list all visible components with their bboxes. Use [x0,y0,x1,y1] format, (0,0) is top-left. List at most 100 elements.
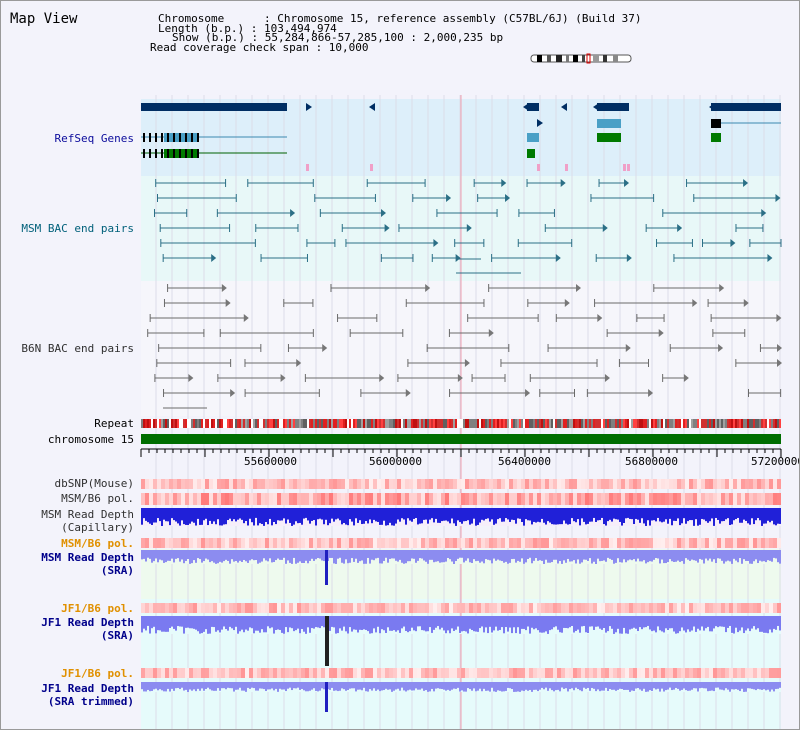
polymorphism-cell [173,479,177,489]
depth-bar [301,550,303,563]
depth-bar [167,616,169,632]
polymorphism-cell [321,603,325,613]
depth-bar [589,550,591,559]
depth-bar [759,508,761,521]
repeat-segment [463,419,465,428]
depth-bar [415,508,417,518]
repeat-segment [207,419,209,428]
depth-bar [143,508,145,519]
polymorphism-cell [225,479,229,489]
depth-bar [635,550,637,562]
depth-bar [773,550,775,558]
depth-bar [381,508,383,525]
polymorphism-cell [713,668,717,678]
polymorphism-cell [605,493,609,505]
depth-bar [669,508,671,519]
polymorphism-cell [629,668,633,678]
depth-bar [517,616,519,628]
polymorphism-cell [681,668,685,678]
polymorphism-cell [237,668,241,678]
depth-bar [353,550,355,562]
depth-bar [671,508,673,526]
depth-bar [419,616,421,627]
polymorphism-cell [461,668,465,678]
depth-bar [613,508,615,519]
polymorphism-cell [373,668,377,678]
polymorphism-cell [157,479,161,489]
repeat-segment [735,419,737,428]
depth-bar [679,508,681,526]
repeat-segment [433,419,435,428]
bac-end-arrow [626,254,632,262]
polymorphism-cell [613,668,617,678]
depth-bar [741,508,743,523]
depth-bar [555,508,557,525]
polymorphism-cell [261,603,265,613]
depth-bar [435,508,437,519]
depth-bar [389,682,391,690]
depth-bar [651,616,653,632]
depth-bar [741,616,743,628]
polymorphism-cell [157,538,161,548]
repeat-segment [515,419,517,428]
chromosome-ideogram[interactable] [529,53,635,65]
exon-mark [197,149,199,158]
polymorphism-cell [265,538,269,548]
depth-bar [175,682,177,689]
polymorphism-cell [525,493,529,505]
depth-bar [257,682,259,691]
polymorphism-cell [709,479,713,489]
polymorphism-cell [709,538,713,548]
depth-bar [147,616,149,626]
depth-bar [559,550,561,562]
polymorphism-cell [609,538,613,548]
repeat-segment [343,419,345,428]
depth-bar [171,616,173,627]
polymorphism-cell [325,538,329,548]
polymorphism-cell [369,538,373,548]
polymorphism-cell [633,479,637,489]
depth-bar [269,508,271,519]
polymorphism-cell [729,479,733,489]
polymorphism-cell [437,493,441,505]
depth-bar [449,508,451,524]
polymorphism-cell [493,479,497,489]
depth-bar [459,616,461,633]
depth-bar [675,550,677,562]
polymorphism-cell [233,668,237,678]
polymorphism-cell [645,603,649,613]
polymorphism-cell [449,668,453,678]
polymorphism-cell [401,479,405,489]
polymorphism-cell [153,603,157,613]
polymorphism-cell [585,603,589,613]
depth-bar [257,550,259,564]
depth-bar [655,550,657,558]
polymorphism-cell [161,479,165,489]
bac-end-arrow [280,374,286,382]
polymorphism-cell [705,668,709,678]
depth-bar [219,682,221,691]
polymorphism-cell [537,479,541,489]
repeat-segment [563,419,565,428]
depth-bar [241,550,243,562]
repeat-segment [327,419,329,428]
depth-bar [293,616,295,632]
repeat-segment [381,419,383,428]
repeat-segment [459,419,461,428]
depth-bar [521,550,523,559]
bac-end-arrow [602,224,608,232]
polymorphism-cell [353,493,357,505]
repeat-segment [221,419,223,428]
bac-end-arrow [730,239,736,247]
repeat-segment [395,419,397,428]
polymorphism-cell [377,668,381,678]
depth-bar [493,550,495,559]
depth-bar [515,508,517,524]
polymorphism-cell [437,603,441,613]
bac-end-arrow [692,299,698,307]
depth-bar [531,682,533,692]
polymorphism-cell [485,538,489,548]
depth-bar [753,616,755,627]
depth-bar [769,550,771,561]
